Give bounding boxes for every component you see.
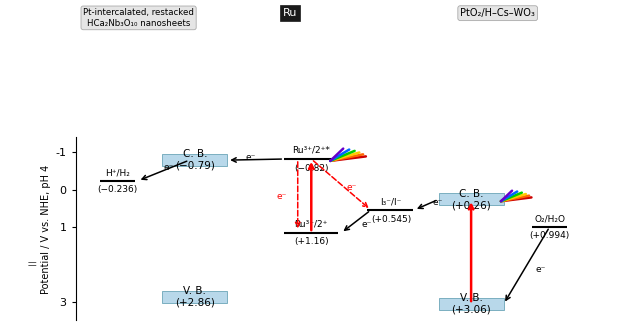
Text: (−0.82): (−0.82)	[294, 164, 328, 173]
Text: (−0.236): (−0.236)	[98, 185, 138, 194]
Text: Ru: Ru	[283, 8, 297, 18]
FancyBboxPatch shape	[438, 193, 503, 205]
Text: e⁻: e⁻	[245, 153, 256, 162]
Text: C. B.
(−0.79): C. B. (−0.79)	[175, 149, 215, 171]
Text: e⁻: e⁻	[346, 183, 357, 192]
Text: V. B.
(+2.86): V. B. (+2.86)	[175, 286, 215, 307]
Y-axis label: Potential / V vs. NHE, pH 4: Potential / V vs. NHE, pH 4	[42, 164, 52, 294]
FancyBboxPatch shape	[438, 298, 503, 310]
Text: Pt-intercalated, restacked
HCa₂Nb₃O₁₀ nanosheets: Pt-intercalated, restacked HCa₂Nb₃O₁₀ na…	[83, 8, 194, 27]
Text: C. B.
(+0.26): C. B. (+0.26)	[451, 189, 491, 210]
FancyBboxPatch shape	[163, 154, 227, 166]
Text: (+0.545): (+0.545)	[371, 215, 411, 224]
Text: PtO₂/H–Cs–WO₃: PtO₂/H–Cs–WO₃	[461, 8, 535, 18]
Text: e⁻: e⁻	[164, 163, 175, 172]
Text: Ru³⁺/2⁺*: Ru³⁺/2⁺*	[292, 146, 330, 155]
Text: e⁻: e⁻	[277, 193, 287, 201]
Text: O₂/H₂O: O₂/H₂O	[534, 214, 565, 223]
Text: (+1.16): (+1.16)	[294, 237, 329, 247]
Text: I₃⁻/I⁻: I₃⁻/I⁻	[381, 197, 401, 206]
Text: V. B.
(+3.06): V. B. (+3.06)	[451, 293, 491, 315]
Text: =: =	[27, 258, 38, 271]
Text: e⁻: e⁻	[432, 198, 442, 207]
Text: e⁻: e⁻	[362, 220, 372, 229]
Text: (+0.994): (+0.994)	[530, 231, 570, 240]
FancyBboxPatch shape	[163, 291, 227, 302]
Text: e⁻: e⁻	[535, 265, 546, 274]
Text: Ru³⁺/2⁺: Ru³⁺/2⁺	[295, 219, 328, 229]
Text: H⁺/H₂: H⁺/H₂	[105, 168, 130, 177]
